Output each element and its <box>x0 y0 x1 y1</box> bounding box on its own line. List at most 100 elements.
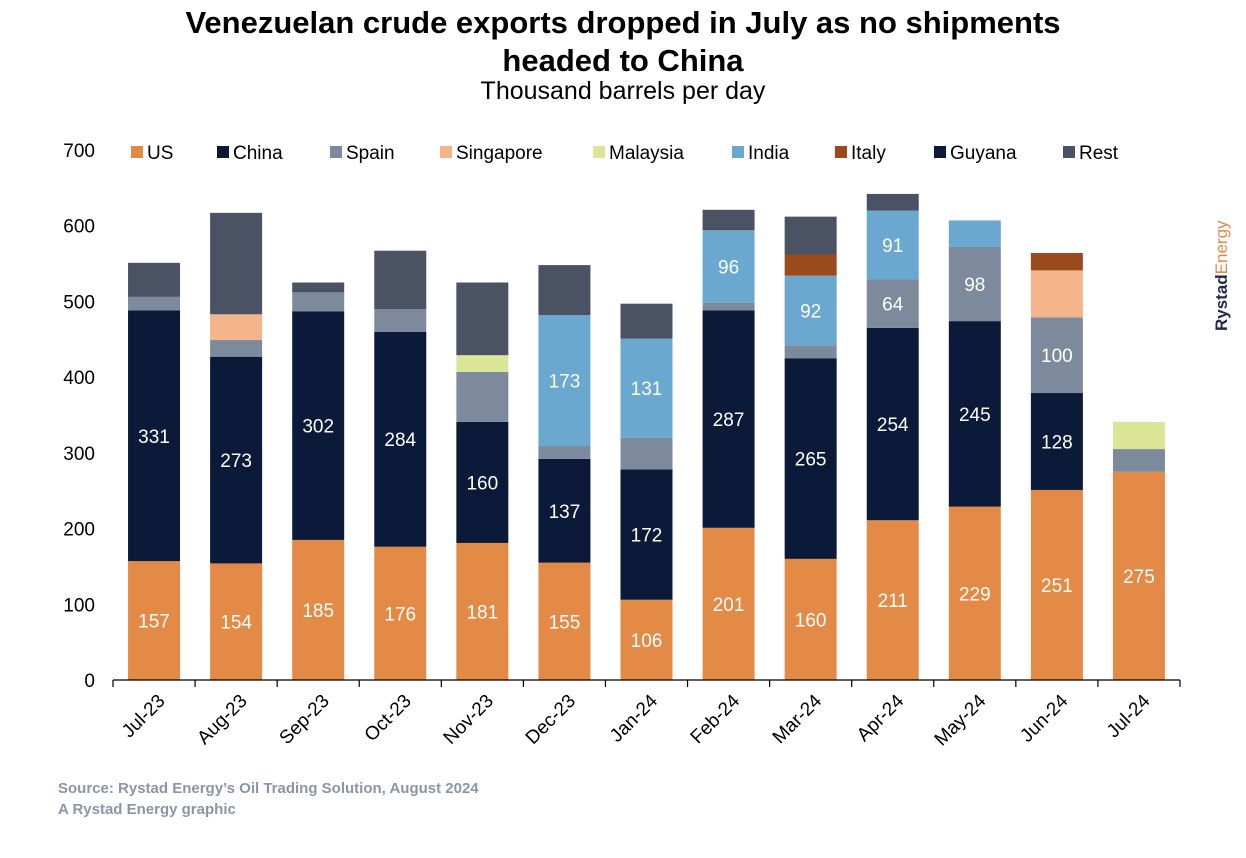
data-label: 100 <box>1041 346 1073 367</box>
data-label: 185 <box>302 601 334 622</box>
legend-label-guyana: Guyana <box>950 143 1017 164</box>
bar-segment-spain <box>702 302 755 311</box>
bar-segment-rest <box>292 282 345 293</box>
data-label: 173 <box>549 372 581 393</box>
x-tick-label: Jun-24 <box>1016 690 1072 746</box>
y-tick-label: 700 <box>63 141 95 162</box>
data-label: 155 <box>549 612 581 633</box>
bar-segment-spain <box>210 340 263 357</box>
legend-swatch-rest <box>1063 146 1075 158</box>
bar-segment-us <box>210 563 263 680</box>
bar-segment-rest <box>374 250 427 309</box>
data-label: 154 <box>220 613 252 634</box>
data-label: 131 <box>631 379 663 400</box>
data-label: 302 <box>302 417 334 438</box>
x-tick-label: Nov-23 <box>440 691 498 749</box>
bar-segment-spain <box>784 345 837 359</box>
bar-segment-malaysia <box>456 355 509 372</box>
bar-segment-rest <box>128 262 181 297</box>
bar-segment-india <box>866 210 919 280</box>
data-label: 254 <box>877 415 909 436</box>
bar-segment-china <box>210 356 263 564</box>
data-label: 229 <box>959 584 991 605</box>
bar-segment-rest <box>456 282 509 356</box>
bar-segment-india <box>538 315 591 447</box>
x-tick-label: Feb-24 <box>687 690 745 748</box>
legend-swatch-china <box>217 146 229 158</box>
bar-segment-china <box>128 310 181 562</box>
y-tick-label: 100 <box>63 595 95 616</box>
data-label: 137 <box>549 502 581 523</box>
bar-segment-spain <box>620 437 673 470</box>
x-tick-label: Oct-23 <box>361 691 416 746</box>
bar-segment-us <box>456 542 509 680</box>
bar-segment-us <box>538 562 591 680</box>
data-label: 284 <box>384 430 416 451</box>
bar-segment-india <box>784 275 837 346</box>
bar-segment-spain <box>128 296 181 311</box>
chart-title: Venezuelan crude exports dropped in July… <box>0 4 1246 80</box>
legend-swatch-spain <box>330 146 342 158</box>
bar-segment-spain <box>1030 317 1083 394</box>
data-label: 98 <box>964 275 985 296</box>
x-tick-label: Jan-24 <box>606 690 662 746</box>
data-label: 287 <box>713 410 745 431</box>
bar-segment-china <box>702 310 755 528</box>
chart-subtitle: Thousand barrels per day <box>480 77 766 105</box>
data-label: 331 <box>138 427 170 448</box>
legend-label-us: US <box>147 143 173 164</box>
bar-segment-china <box>374 331 427 547</box>
data-label: 160 <box>795 610 827 631</box>
x-tick-label: Jul-23 <box>118 691 169 742</box>
legend-label-rest: Rest <box>1079 143 1119 164</box>
data-label: 91 <box>882 236 903 257</box>
bar-segment-rest <box>538 265 591 316</box>
bar-segment-us <box>292 539 345 680</box>
bar-segment-china <box>620 469 673 600</box>
bar-segment-singapore <box>210 314 263 341</box>
y-tick-label: 200 <box>63 520 95 541</box>
chart-title-line2: headed to China <box>502 43 744 78</box>
bar-segment-rest <box>866 193 919 211</box>
bar-segment-india <box>948 220 1001 247</box>
data-label: 106 <box>631 631 663 652</box>
bar-segment-us <box>1030 489 1083 680</box>
legend-label-spain: Spain <box>346 143 395 164</box>
x-tick-label: Aug-23 <box>193 691 251 749</box>
bar-segment-india <box>702 230 755 303</box>
data-label: 275 <box>1123 567 1155 588</box>
bar-segment-spain <box>374 309 427 332</box>
legend-label-italy: Italy <box>851 143 886 164</box>
data-label: 92 <box>800 302 821 323</box>
x-tick-label: Mar-24 <box>769 690 827 748</box>
bar-segment-rest <box>210 212 263 315</box>
bar-segment-us <box>620 599 673 680</box>
bar-segment-spain <box>538 446 591 459</box>
data-label: 251 <box>1041 576 1073 597</box>
legend-label-malaysia: Malaysia <box>609 143 684 164</box>
data-label: 265 <box>795 450 827 471</box>
legend-label-india: India <box>748 143 790 164</box>
bar-segment-us <box>784 558 837 680</box>
bar-segment-china <box>784 358 837 559</box>
data-label: 201 <box>713 595 745 616</box>
legend-label-china: China <box>233 143 283 164</box>
source-note: Source: Rystad Energy’s Oil Trading Solu… <box>58 780 479 797</box>
bar-segment-singapore <box>1030 270 1083 318</box>
data-label: 273 <box>220 451 252 472</box>
legend-swatch-singapore <box>440 146 452 158</box>
data-label: 245 <box>959 405 991 426</box>
data-label: 64 <box>882 295 904 316</box>
y-tick-label: 300 <box>63 444 95 465</box>
y-tick-label: 0 <box>84 671 95 692</box>
data-label: 157 <box>138 612 170 633</box>
legend-label-singapore: Singapore <box>456 143 543 164</box>
data-label: 176 <box>384 604 416 625</box>
bar-segment-us <box>866 520 919 680</box>
data-label: 128 <box>1041 433 1073 454</box>
data-label: 181 <box>466 602 498 623</box>
legend-swatch-us <box>131 146 143 158</box>
bar-segment-spain <box>866 279 919 328</box>
legend-swatch-india <box>732 146 744 158</box>
